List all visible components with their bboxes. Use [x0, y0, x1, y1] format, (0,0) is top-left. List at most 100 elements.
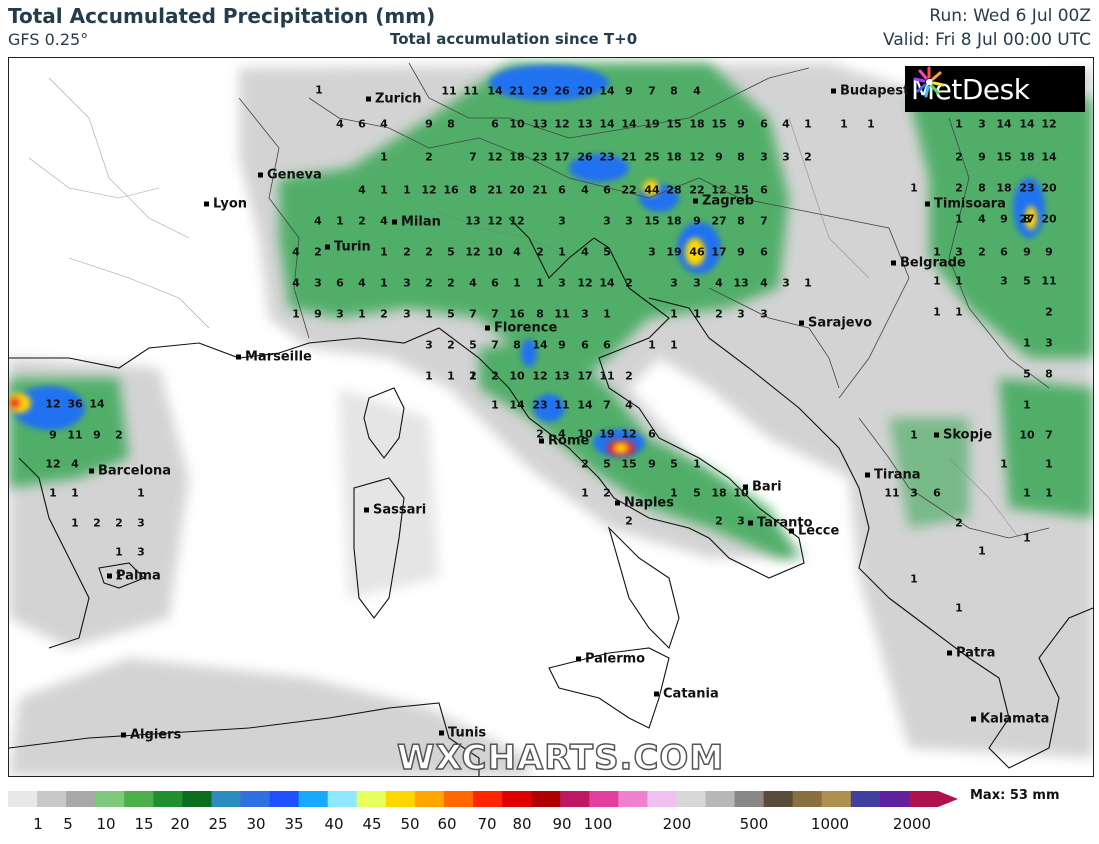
city-label: Milan: [392, 215, 441, 230]
precip-value: 1: [910, 428, 918, 442]
precip-value: 2: [804, 150, 812, 164]
city-name: Palma: [116, 568, 161, 584]
precipitation-map[interactable]: MetDesk Zurich Budapest Geneva Lyon Milan Zag…: [8, 57, 1094, 777]
precip-value: 1: [137, 486, 145, 500]
scale-swatch: [792, 791, 823, 807]
precip-value: 3: [137, 516, 145, 530]
precip-value: 9: [715, 150, 723, 164]
precip-value: 4: [558, 427, 566, 441]
precip-value: 9: [625, 84, 633, 98]
precip-value: 3: [910, 486, 918, 500]
precip-value: 20: [1041, 181, 1057, 195]
precip-value: 18: [666, 150, 682, 164]
precip-value: 3: [314, 276, 322, 290]
rain-green-area: [9, 63, 1093, 558]
precip-value: 17: [554, 150, 570, 164]
precip-value: 14: [599, 84, 615, 98]
precip-value: 21: [532, 183, 548, 197]
precip-value: 6: [603, 338, 611, 352]
city-label: Belgrade: [891, 256, 966, 271]
precip-value: 18: [1019, 150, 1035, 164]
precip-value: 1: [910, 572, 918, 586]
scale-tick-label: 200: [662, 815, 692, 833]
precip-value: 36: [67, 397, 83, 411]
city-name: Tirana: [874, 467, 921, 483]
precip-value: 14: [577, 398, 593, 412]
precip-value: 14: [996, 117, 1012, 131]
precip-value: 1: [933, 305, 941, 319]
precip-value: 1: [955, 212, 963, 226]
city-marker-icon: [947, 650, 952, 656]
precip-value: 13: [554, 369, 570, 383]
precip-value: 1: [1000, 457, 1008, 471]
scale-tick-label: 10: [96, 815, 116, 833]
precip-value: 1: [693, 307, 701, 321]
scale-swatch: [182, 791, 212, 807]
coastlines: [9, 217, 1093, 776]
precip-value: 15: [733, 183, 749, 197]
precip-value: 9: [425, 117, 433, 131]
precip-value: 4: [581, 245, 589, 259]
precip-value: 3: [670, 276, 678, 290]
precip-value: 9: [49, 428, 57, 442]
precip-value: 11: [441, 84, 457, 98]
city-name: Sarajevo: [808, 315, 872, 331]
precip-value: 14: [599, 276, 615, 290]
city-name: Kalamata: [980, 711, 1050, 727]
precip-value: 1: [867, 117, 875, 131]
precip-value: 6: [933, 486, 941, 500]
precip-value: 18: [509, 150, 525, 164]
precip-value: 18: [711, 486, 727, 500]
city-label: Palma: [107, 569, 161, 584]
city-marker-icon: [539, 438, 544, 444]
precip-value: 4: [581, 183, 589, 197]
precip-value: 2: [715, 514, 723, 528]
scale-swatch: [502, 791, 532, 807]
scale-swatch: [414, 791, 445, 807]
precip-value: 2: [955, 150, 963, 164]
precip-value: 1: [648, 338, 656, 352]
scale-swatch: [269, 791, 300, 807]
precip-value: 2: [425, 245, 433, 259]
scale-tick-label: 60: [437, 815, 457, 833]
scale-tick-label: 25: [208, 815, 228, 833]
precip-value: 14: [599, 117, 615, 131]
precip-value: 10: [487, 245, 503, 259]
precip-value: 14: [1019, 117, 1035, 131]
precip-value: 1: [670, 307, 678, 321]
scale-tick-label: 30: [246, 815, 266, 833]
precip-value: 3: [558, 214, 566, 228]
precip-value: 10: [577, 427, 593, 441]
precip-value: 2: [491, 369, 499, 383]
city-marker-icon: [236, 354, 241, 360]
precip-value: 1: [955, 305, 963, 319]
precip-value: 1: [315, 83, 323, 97]
precip-value: 2: [380, 307, 388, 321]
city-label: Algiers: [121, 728, 181, 743]
scale-swatch: [647, 791, 677, 807]
precip-value: 2: [115, 516, 123, 530]
precip-value: 1: [403, 183, 411, 197]
precip-value: 29: [532, 84, 548, 98]
city-marker-icon: [971, 716, 976, 722]
precip-value: 8: [513, 338, 521, 352]
precip-value: 1: [491, 398, 499, 412]
city-name: Palermo: [585, 651, 646, 667]
precip-value: 2: [447, 276, 455, 290]
precip-value: 8: [737, 214, 745, 228]
precip-value: 6: [1000, 245, 1008, 259]
city-name: Florence: [494, 320, 558, 336]
precip-value: 1: [336, 214, 344, 228]
precip-value: 2: [955, 181, 963, 195]
precip-value: 3: [737, 514, 745, 528]
run-label: Run: Wed 6 Jul 00Z: [929, 6, 1091, 26]
precip-value: 19: [599, 427, 615, 441]
precip-value: 8: [536, 307, 544, 321]
precip-value: 3: [782, 150, 790, 164]
city-marker-icon: [107, 573, 112, 579]
precip-value: 7: [648, 84, 656, 98]
city-marker-icon: [934, 432, 939, 438]
city-marker-icon: [325, 244, 330, 250]
precip-value: 1: [49, 486, 57, 500]
precip-value: 12: [1041, 117, 1057, 131]
